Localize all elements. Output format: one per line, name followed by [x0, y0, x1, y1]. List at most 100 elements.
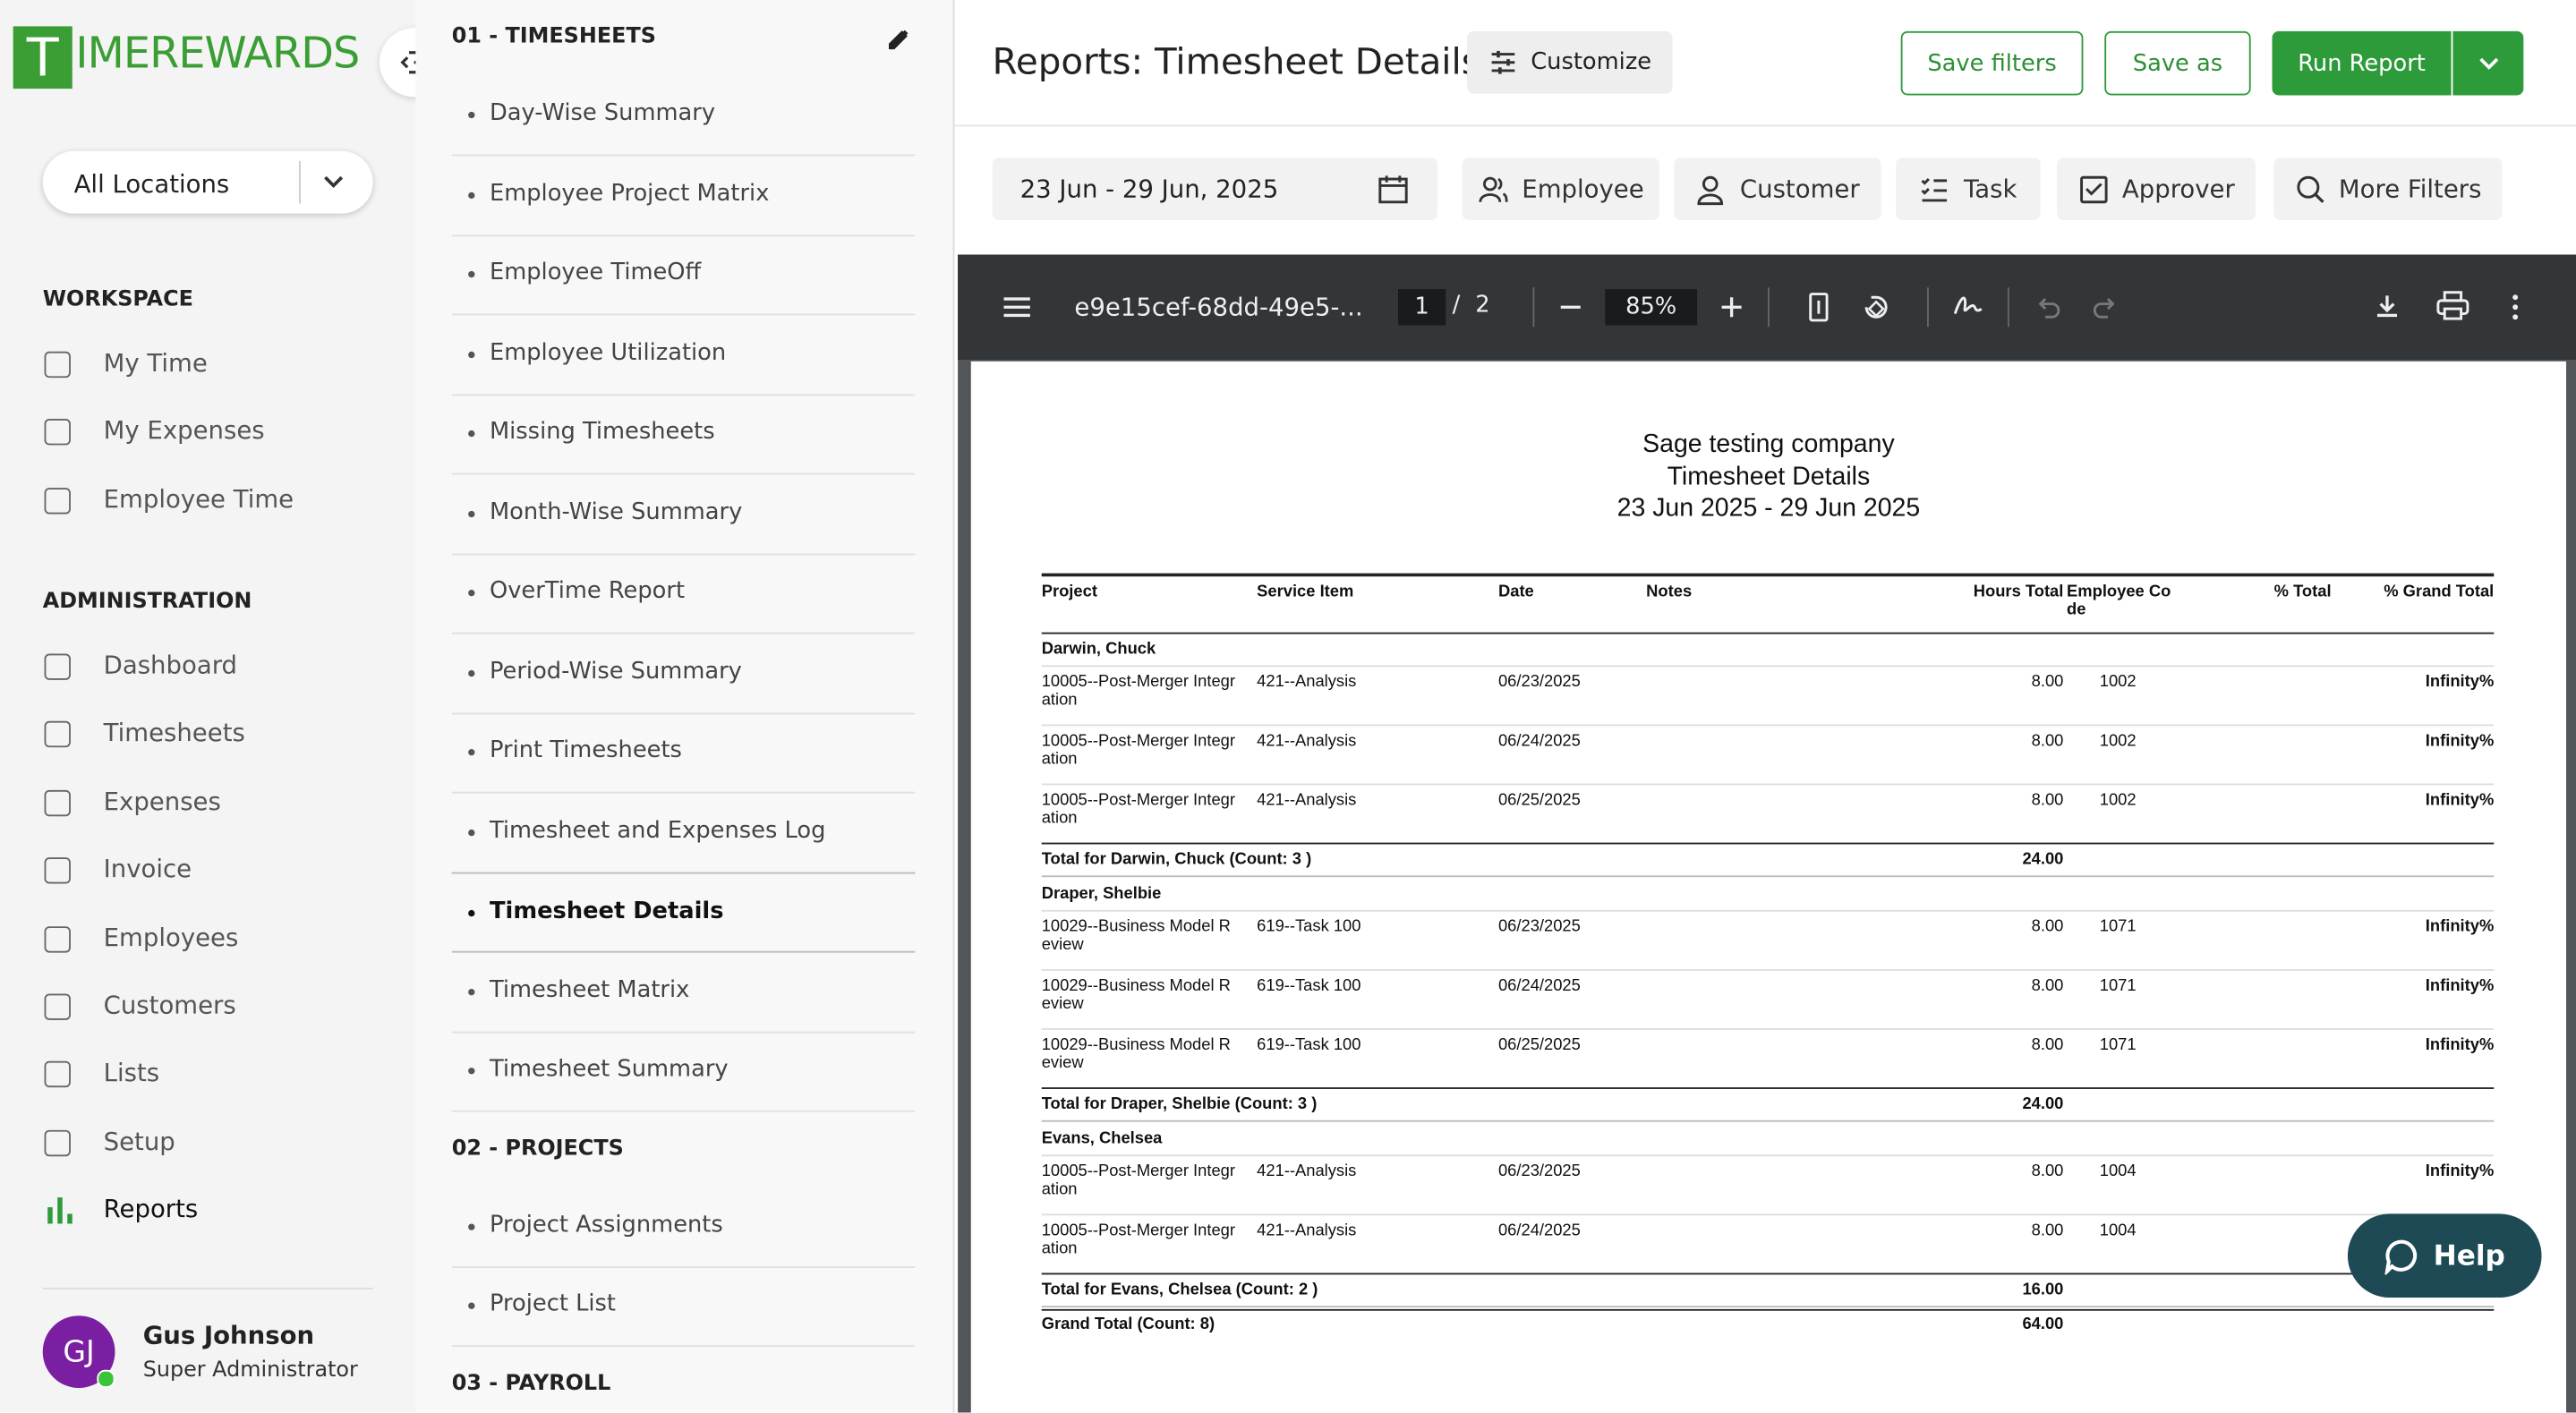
cell: 06/25/2025	[1497, 1036, 1581, 1055]
total-rule	[1041, 1308, 2495, 1312]
zoom-out-icon[interactable]	[1559, 295, 1582, 319]
group-name: Draper, Shelbie	[1041, 885, 1162, 904]
page-input[interactable]: 1	[1398, 289, 1446, 326]
menu-item[interactable]: Timesheet Details	[489, 898, 724, 925]
nav-item[interactable]: Employees	[103, 922, 239, 952]
user-name: Gus Johnson	[142, 1320, 315, 1350]
menu-item[interactable]: Employee Utilization	[489, 339, 727, 366]
filter-button[interactable]: Employee	[1462, 157, 1659, 220]
sidebar: T IMEREWARDS All Locations WORKSPACE ADM…	[0, 0, 416, 1413]
menu-divider	[451, 1110, 916, 1112]
menu-icon[interactable]	[1002, 295, 1032, 319]
row-rule	[1041, 1119, 2495, 1122]
page-title: Reports: Timesheet Details	[992, 42, 1480, 84]
report-heading: Sage testing company Timesheet Details 2…	[971, 429, 2566, 524]
bullet	[468, 270, 475, 278]
date-range-filter[interactable]: 23 Jun - 29 Jun, 2025	[992, 157, 1438, 220]
menu-item[interactable]: Day-Wise Summary	[489, 99, 716, 127]
bar-icon-part	[47, 1207, 53, 1224]
menu-divider	[451, 632, 916, 634]
nav-item[interactable]: Reports	[103, 1194, 199, 1224]
row-rule	[1041, 1154, 2495, 1157]
bullet	[468, 350, 475, 358]
menu-item[interactable]: Project List	[489, 1290, 616, 1318]
filter-button[interactable]: More Filters	[2273, 157, 2503, 220]
cell: 10029--Business Model Review	[1041, 1036, 1231, 1073]
run-options-button[interactable]	[2452, 30, 2524, 96]
menu-item[interactable]: Employee TimeOff	[489, 260, 702, 286]
cell: 10029--Business Model Review	[1041, 977, 1231, 1014]
cell: 1071	[2099, 977, 2137, 996]
menu-item[interactable]: OverTime Report	[489, 578, 686, 605]
cell: 1071	[2099, 1036, 2137, 1055]
nav-item[interactable]: Employee Time	[103, 484, 294, 515]
rotate-icon[interactable]	[1860, 291, 1893, 324]
run-report-button[interactable]: Run Report	[2272, 30, 2452, 96]
cell: 421--Analysis	[1257, 673, 1357, 692]
menu-divider	[451, 1030, 916, 1033]
cell: 1002	[2099, 673, 2137, 692]
save-as-button[interactable]: Save as	[2104, 30, 2251, 96]
redo-icon[interactable]	[2092, 294, 2118, 320]
menu-item[interactable]: Period-Wise Summary	[489, 658, 742, 685]
filter-button[interactable]: Task	[1896, 157, 2041, 220]
print-icon[interactable]	[2436, 291, 2469, 320]
menu-item[interactable]: Timesheet Matrix	[489, 976, 690, 1003]
nav-item[interactable]: Timesheets	[103, 718, 245, 748]
menu-divider	[451, 313, 916, 316]
download-icon[interactable]	[2374, 293, 2400, 319]
filter-icon	[2296, 174, 2324, 203]
cell: 10005--Post-Merger Integration	[1041, 732, 1236, 770]
menu-divider	[451, 234, 916, 236]
cell: 1004	[2099, 1162, 2137, 1181]
cell: 619--Task 100	[1257, 1036, 1361, 1055]
menu-item[interactable]: Timesheet Summary	[489, 1056, 729, 1083]
nav-item[interactable]: My Expenses	[103, 416, 265, 447]
nav-item[interactable]: Setup	[103, 1126, 175, 1156]
row-rule	[1041, 1028, 2495, 1030]
nav-item[interactable]: Dashboard	[103, 650, 238, 680]
menu-item[interactable]: Print Timesheets	[489, 737, 682, 764]
zoom-input[interactable]: 85%	[1605, 289, 1698, 326]
report-period: 23 Jun 2025 - 29 Jun 2025	[1616, 494, 1921, 523]
header-rule	[1041, 573, 2495, 576]
nav-item[interactable]: Lists	[103, 1058, 160, 1088]
menu-item[interactable]: Employee Project Matrix	[489, 179, 770, 207]
menu-item[interactable]: Timesheet and Expenses Log	[489, 817, 826, 844]
total-rule	[1041, 1087, 2495, 1090]
zoom-in-icon[interactable]	[1720, 295, 1744, 319]
customize-button[interactable]: Customize	[1467, 30, 1673, 94]
filter-button[interactable]: Customer	[1674, 157, 1881, 220]
fit-icon[interactable]	[1807, 291, 1830, 324]
column-header: Notes	[1646, 583, 1693, 601]
column-header: Service Item	[1257, 583, 1354, 601]
menu-item[interactable]: Missing Timesheets	[489, 419, 715, 446]
more-icon[interactable]	[2511, 293, 2521, 322]
location-select[interactable]: All Locations	[42, 150, 373, 214]
cell: 421--Analysis	[1257, 1162, 1357, 1181]
nav-item[interactable]: Customers	[103, 990, 236, 1020]
divider	[1927, 287, 1929, 328]
cell: 619--Task 100	[1257, 918, 1361, 937]
undo-icon[interactable]	[2035, 294, 2061, 320]
bar-icon-part	[57, 1197, 63, 1224]
nav-item[interactable]: My Time	[103, 348, 208, 379]
column-header: Project	[1041, 583, 1097, 601]
sliders-icon	[1491, 50, 1514, 74]
group-total: Total for Draper, Shelbie (Count: 3 )	[1041, 1095, 1318, 1114]
nav-item[interactable]: Expenses	[103, 786, 221, 816]
nav-item[interactable]: Invoice	[103, 854, 192, 884]
menu-divider	[451, 1265, 916, 1268]
nav-icon	[44, 857, 71, 884]
cell: Infinity%	[2425, 1162, 2495, 1181]
help-button[interactable]: Help	[2347, 1213, 2542, 1298]
filter-label: Approver	[2121, 174, 2235, 204]
menu-item[interactable]: Month-Wise Summary	[489, 498, 743, 525]
report-title: Timesheet Details	[1667, 462, 1871, 490]
edit-icon[interactable]	[887, 28, 910, 51]
save-filters-button[interactable]: Save filters	[1900, 30, 2084, 96]
annotate-icon[interactable]	[1952, 291, 1985, 324]
menu-item[interactable]: Project Assignments	[489, 1211, 723, 1239]
filter-button[interactable]: Approver	[2057, 157, 2256, 220]
cell: 1002	[2099, 732, 2137, 751]
